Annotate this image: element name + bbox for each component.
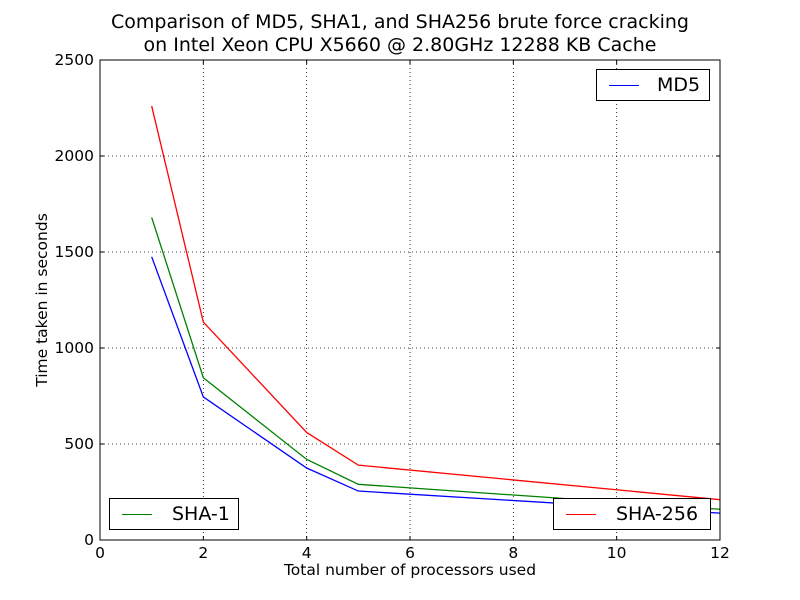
y-tick-label: 500 <box>64 435 94 453</box>
series-line-sha1 <box>151 217 721 510</box>
legend-sha256: SHA-256 <box>553 498 711 530</box>
x-tick-label: 12 <box>710 544 730 562</box>
series-line-md5 <box>151 256 721 514</box>
legend-label-sha256: SHA-256 <box>616 503 699 525</box>
x-axis-label: Total number of processors used <box>283 561 537 579</box>
x-tick-label: 10 <box>607 544 627 562</box>
legend-swatch-md5 <box>609 85 639 86</box>
legend-swatch-sha256 <box>566 514 596 515</box>
chart-title-line-2: on Intel Xeon CPU X5660 @ 2.80GHz 12288 … <box>143 34 657 56</box>
legend-sha1: SHA-1 <box>109 498 239 530</box>
x-tick-label: 6 <box>405 544 415 562</box>
chart-title-line-1: Comparison of MD5, SHA1, and SHA256 brut… <box>111 11 689 33</box>
legend-label-sha1: SHA-1 <box>172 503 230 525</box>
legend-swatch-sha1 <box>122 514 152 515</box>
y-tick-label: 2000 <box>55 147 94 165</box>
x-tick-label: 4 <box>302 544 312 562</box>
legend-label-md5: MD5 <box>657 74 701 96</box>
legend-md5: MD5 <box>596 69 710 101</box>
x-tick-label: 8 <box>508 544 518 562</box>
x-tick-label: 0 <box>95 544 105 562</box>
series-line-sha256 <box>151 105 721 501</box>
y-tick-label: 1000 <box>55 339 94 357</box>
x-tick-label: 2 <box>198 544 208 562</box>
y-axis-label: Time taken in seconds <box>33 213 51 387</box>
y-tick-label: 0 <box>84 531 94 549</box>
y-tick-label: 1500 <box>55 243 94 261</box>
y-tick-label: 2500 <box>55 51 94 69</box>
